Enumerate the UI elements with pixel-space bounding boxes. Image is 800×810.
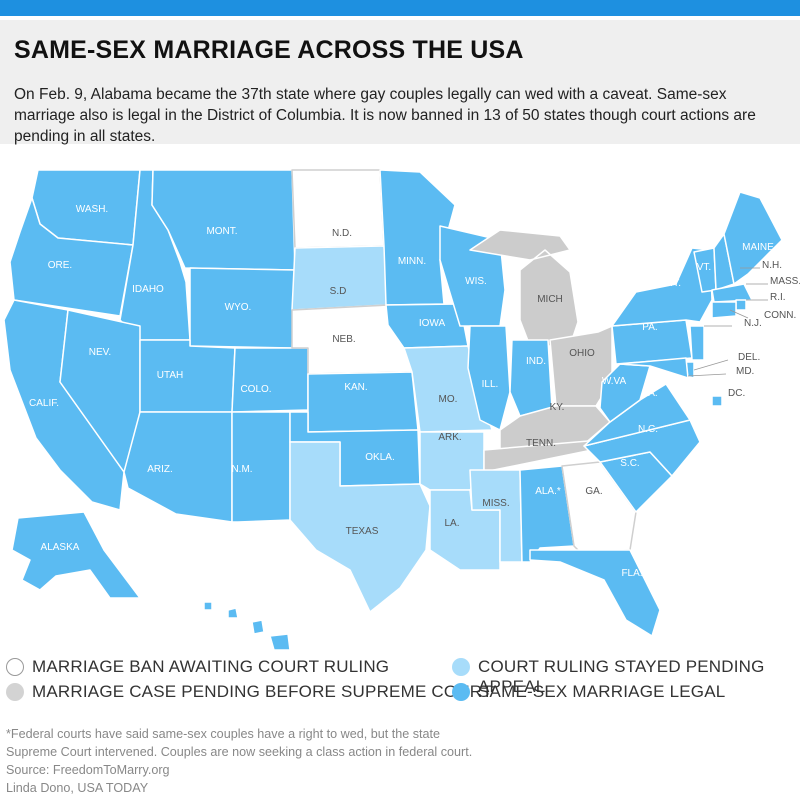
- state-label-wyo: WYO.: [225, 302, 252, 313]
- state-mich: [469, 229, 579, 347]
- state-n-m: [231, 411, 291, 523]
- state-label-colo: COLO.: [240, 384, 271, 395]
- state-label-mich: MICH: [537, 294, 563, 305]
- legend-stayed-label: COURT RULING STAYED PENDING APPEAL: [478, 657, 765, 696]
- state-hawaii: [203, 601, 291, 651]
- state-n-j: [689, 325, 705, 361]
- state-dc: [711, 395, 723, 407]
- state-label-tenn: TENN.: [526, 438, 556, 449]
- state-label-minn: MINN.: [398, 256, 426, 267]
- leader-line: [687, 373, 727, 377]
- state-label-s-c: S.C.: [620, 458, 639, 469]
- state-label-n-j: N.J.: [744, 318, 762, 329]
- leader-line: [693, 359, 729, 371]
- state-label-n-d: N.D.: [332, 228, 352, 239]
- state-label-mass: MASS.: [770, 276, 800, 287]
- state-md: [619, 357, 689, 379]
- state-label-ariz: ARIZ.: [147, 464, 173, 475]
- state-minn: [379, 169, 456, 306]
- state-label-kan: KAN.: [344, 382, 367, 393]
- state-label-calif: CALIF.: [29, 398, 59, 409]
- state-label-maine: MAINE: [742, 242, 774, 253]
- state-label-n-y: N.Y.: [663, 278, 681, 289]
- legend-legal-label: SAME-SEX MARRIAGE LEGAL: [478, 682, 726, 701]
- state-alaska: [11, 511, 141, 599]
- footnote: *Federal courts have said same-sex coupl…: [6, 725, 796, 797]
- us-map: WASH. ORE. CALIF. IDAHO NEV. MONT. WYO. UTAH ARI…: [3, 169, 800, 651]
- state-label-idaho: IDAHO: [132, 284, 164, 295]
- state-label-del: DEL.: [738, 352, 760, 363]
- state-label-iowa: IOWA: [419, 318, 446, 329]
- accent-bar: [0, 0, 800, 16]
- legend-stayed-swatch: [452, 658, 470, 676]
- footnote-line: Supreme Court intervened. Couples are no…: [6, 745, 473, 759]
- state-kan: [307, 371, 419, 433]
- legend-supreme-label: MARRIAGE CASE PENDING BEFORE SUPREME COU…: [32, 682, 493, 701]
- header-panel: [0, 20, 800, 144]
- state-label-wis: WIS.: [465, 276, 487, 287]
- state-label-mo: MO.: [439, 394, 458, 405]
- source-credit: Source: FreedomToMarry.org: [6, 763, 170, 777]
- state-ind: [509, 339, 553, 417]
- state-label-ohio: OHIO: [569, 348, 595, 359]
- state-label-nev: NEV.: [89, 347, 111, 358]
- state-label-conn: CONN.: [764, 310, 796, 321]
- state-label-dc: DC.: [728, 388, 745, 399]
- state-label-mont: MONT.: [206, 226, 237, 237]
- page-subtitle: On Feb. 9, Alabama became the 37th state…: [14, 86, 756, 145]
- state-label-pa: PA.: [642, 322, 657, 333]
- footnote-line: *Federal courts have said same-sex coupl…: [6, 727, 441, 741]
- state-label-ark: ARK.: [438, 432, 461, 443]
- state-label-ill: ILL.: [482, 379, 499, 390]
- state-s-d: [291, 245, 389, 311]
- state-label-miss: MISS.: [482, 498, 509, 509]
- state-label-s-d: S.D: [330, 286, 347, 297]
- state-label-texas: TEXAS: [346, 526, 379, 537]
- state-utah: [139, 339, 236, 413]
- state-conn: [711, 301, 737, 319]
- state-label-ore: ORE.: [48, 260, 72, 271]
- state-label-md: MD.: [736, 366, 754, 377]
- page-title: SAME-SEX MARRIAGE ACROSS THE USA: [14, 36, 524, 64]
- state-label-ky: KY.: [550, 402, 565, 413]
- state-label-va: VA.: [642, 388, 657, 399]
- state-maine: [723, 191, 783, 285]
- legend-ban-label: MARRIAGE BAN AWAITING COURT RULING: [32, 657, 390, 676]
- state-label-fla: FLA.: [621, 568, 642, 579]
- legend-ban-swatch: [6, 658, 24, 676]
- author-credit: Linda Dono, USA TODAY: [6, 781, 149, 795]
- state-texas: [289, 441, 431, 613]
- state-label-la: LA.: [444, 518, 459, 529]
- legend-legal-swatch: [452, 683, 470, 701]
- state-label-ala: ALA.*: [535, 486, 561, 497]
- state-label-okla: OKLA.: [365, 452, 394, 463]
- state-ariz: [123, 411, 233, 523]
- leader-line: [729, 309, 749, 319]
- state-colo: [231, 347, 309, 413]
- state-label-r-i: R.I.: [770, 292, 786, 303]
- state-label-wash: WASH.: [76, 204, 108, 215]
- state-label-vt: VT.: [697, 262, 711, 273]
- state-label-neb: NEB.: [332, 334, 355, 345]
- state-label-utah: UTAH: [157, 370, 183, 381]
- state-label-hawaii: HAWAII: [195, 614, 230, 625]
- state-label-ind: IND.: [526, 356, 546, 367]
- state-r-i: [735, 299, 747, 311]
- state-label-n-h: N.H.: [762, 260, 782, 271]
- state-label-alaska: ALASKA: [41, 542, 80, 553]
- state-label-n-c: N.C.: [638, 424, 658, 435]
- state-label-ga: GA.: [585, 486, 602, 497]
- legend-supreme-swatch: [6, 683, 24, 701]
- state-fla: [529, 549, 661, 637]
- state-label-n-m: N.M.: [231, 464, 252, 475]
- state-label-w-va: W.VA: [602, 376, 627, 387]
